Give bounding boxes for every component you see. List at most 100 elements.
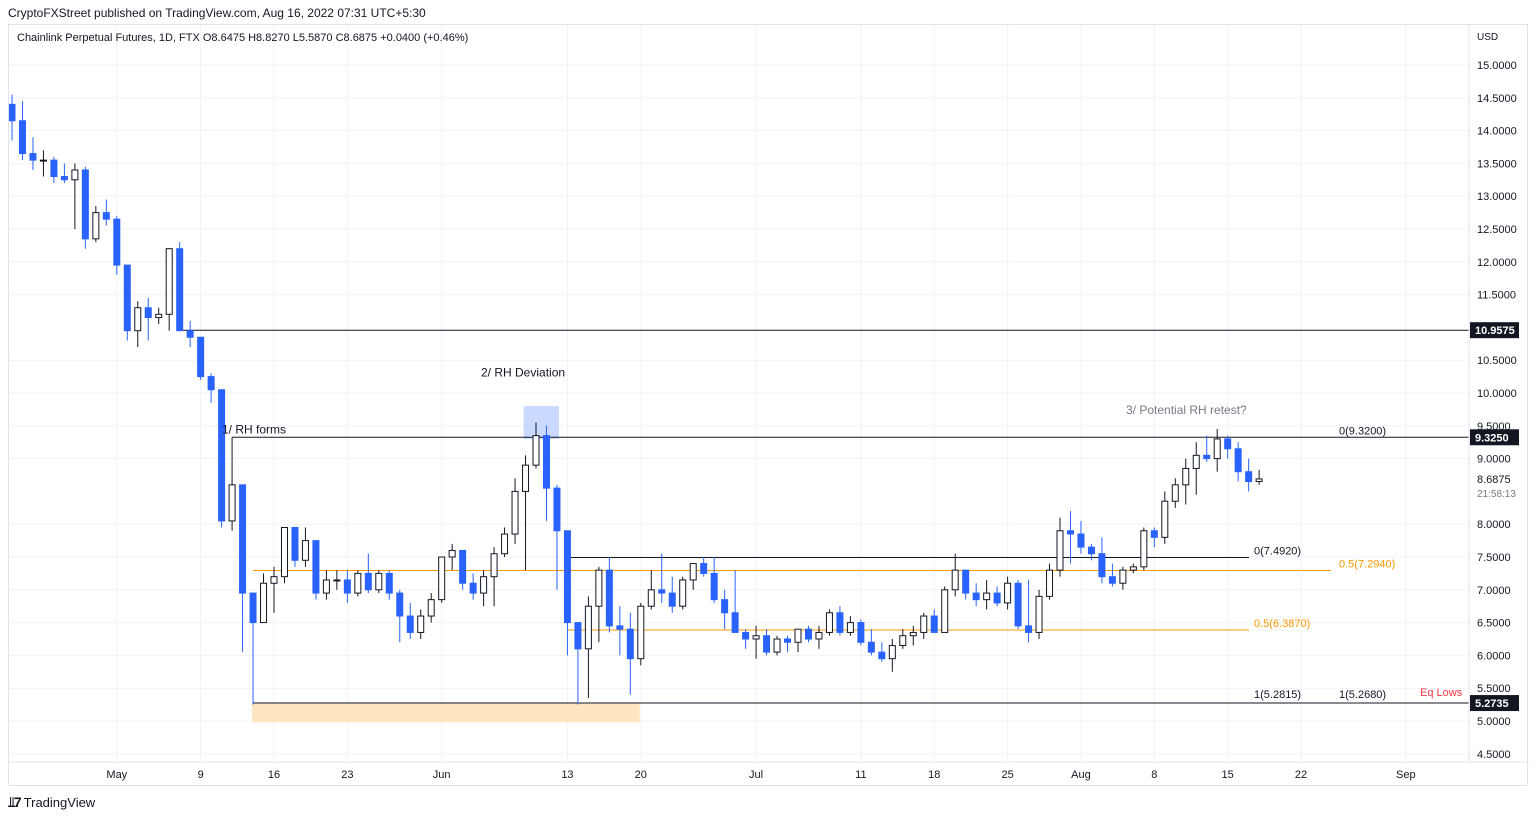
candle-body [616,625,624,630]
candle-body [312,540,320,594]
candle-body [448,549,456,558]
chart-pane[interactable]: 1/ RH forms 2/ RH Deviation 3/ Potential R… [8,24,1529,787]
x-tick-label: May [106,769,127,781]
candle-body [511,490,519,535]
candle-body [1224,438,1232,450]
candle-body [1108,576,1116,584]
candle-body [176,248,184,332]
candle-body [354,572,362,594]
candle-body [1234,448,1242,473]
candle-body [1035,595,1043,633]
candle-body [134,307,142,332]
price-chart[interactable]: 1/ RH forms 2/ RH Deviation 3/ Potential R… [9,25,1529,787]
candle-body [1213,438,1221,460]
candle-body [102,212,110,220]
x-tick-label: Jun [433,769,451,781]
candle-body [186,330,194,338]
candle-body [763,635,771,653]
candle-body [1004,582,1012,604]
y-tick-label: 9.0000 [1477,454,1511,466]
y-tick-label: 15.0000 [1477,60,1517,72]
x-tick-label: 11 [855,769,866,781]
candle-body [1066,530,1074,535]
candle-body [710,572,718,601]
y-tick-label: 8.0000 [1477,519,1511,531]
candle-body [1119,569,1127,584]
candle-body [469,582,477,594]
candle-body [60,176,68,181]
candle-body [584,605,592,650]
candle-body [1129,566,1137,571]
candle-body [291,526,299,561]
candle-body [459,549,467,584]
tradingview-logo-icon: ⫫7 [8,794,22,810]
x-tick-label: 18 [928,769,940,781]
candle-body [480,576,488,594]
chart-legend: Chainlink Perpetual Futures, 1D, FTX O8.… [17,32,468,44]
y-tick-label: 6.5000 [1477,618,1511,630]
candle-body [784,638,792,643]
candle-body [658,589,666,594]
x-tick-label: 20 [635,769,647,781]
candle-body [721,599,729,614]
candle-body [595,569,603,607]
candle-body [1182,467,1190,486]
candle-body [385,572,393,594]
x-tick-label: 8 [1151,769,1157,781]
y-tick-label: 12.5000 [1477,224,1517,236]
candle-body [731,612,739,633]
candle-body [322,579,330,594]
candle-body [1245,471,1253,483]
candle-body [1077,533,1085,548]
published-caption: CryptoFXStreet published on TradingView.… [8,6,426,20]
price-badge [1470,429,1519,446]
candle-body [71,169,79,181]
y-tick-label: 12.0000 [1477,257,1517,269]
candle-body [50,159,58,178]
candle-body [825,612,833,633]
candle-body [700,563,708,574]
annotation-rh-retest: 3/ Potential RH retest? [1126,403,1247,417]
deviation-box [523,406,559,439]
x-tick-label: 15 [1222,769,1234,781]
fib-label-7-294: 0.5(7.2940) [1339,559,1395,571]
y-tick-label: 5.0000 [1477,716,1511,728]
candle-body [364,572,372,591]
candle-body [113,218,121,266]
x-tick-label: 23 [341,769,353,781]
candle-body [207,376,215,391]
candle-body [501,533,509,555]
candle-body [81,169,89,240]
candle-body [993,592,1001,604]
candle-body [647,589,655,607]
candle-body [930,615,938,633]
candle-body [343,579,351,594]
candle-body [1255,478,1263,483]
y-tick-label: 14.0000 [1477,126,1517,138]
last-price-label: 8.6875 [1477,474,1511,486]
candle-body [1150,530,1158,538]
candle-body [689,563,697,581]
candle-body [228,484,236,522]
candle-body [406,615,414,633]
fib-label-6-387: 0.5(6.3870) [1254,618,1310,630]
y-tick-label: 7.0000 [1477,585,1511,597]
candle-body [490,553,498,578]
candle-body [920,615,928,633]
candle-body [1046,569,1054,597]
candle-body [836,612,844,633]
price-badge [1470,695,1519,712]
candle-body [1098,553,1106,578]
candle-body [438,556,446,601]
candle-body [846,622,854,633]
candle-body [1140,530,1148,568]
fib-label-5-268: 1(5.2680) [1339,689,1386,701]
candle-body [522,464,530,492]
y-tick-label: 11.5000 [1477,290,1516,302]
currency-label: USD [1477,32,1498,43]
candle-body [794,628,802,643]
candle-body [668,592,676,607]
candle-body [626,628,634,660]
candle-body [962,569,970,594]
candle-body [951,569,959,591]
